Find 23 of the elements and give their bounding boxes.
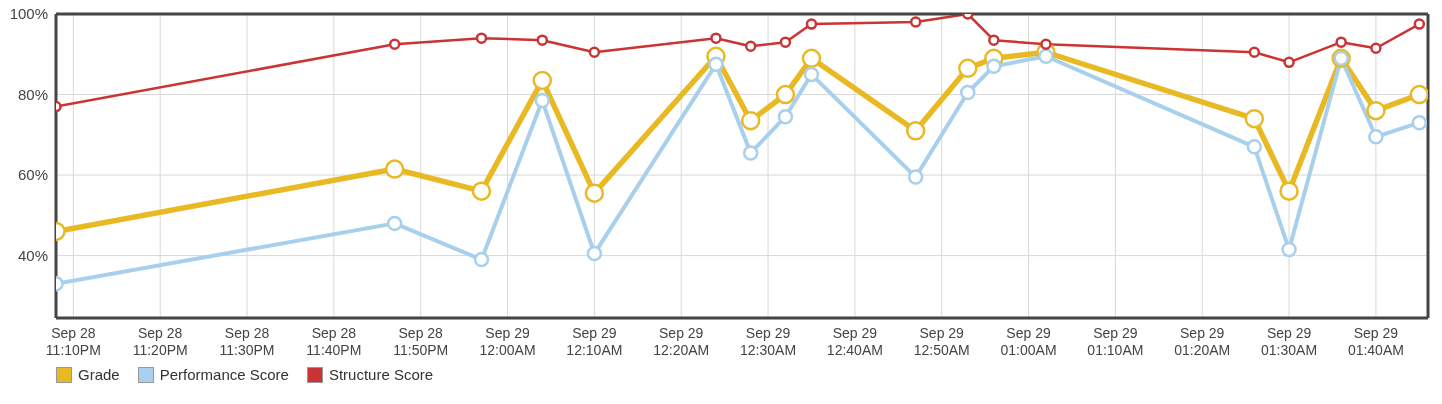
x-tick-label: Sep 29 01:20AM [1174, 325, 1231, 358]
x-tick-label: Sep 29 01:00AM [1000, 325, 1057, 358]
y-tick-label: 60% [17, 166, 48, 184]
legend-label: Structure Score [328, 366, 434, 383]
x-tick-label: Sep 29 01:30AM [1261, 325, 1318, 358]
x-tick-label: Sep 29 01:40AM [1347, 325, 1404, 358]
x-tick-label: Sep 28 11:20PM [132, 325, 188, 358]
x-tick-label: Sep 29 01:10AM [1087, 325, 1144, 358]
x-tick-label: Sep 28 11:50PM [393, 325, 449, 358]
x-tick-label: Sep 28 11:10PM [45, 325, 101, 358]
x-tick-label: Sep 28 11:30PM [219, 325, 275, 358]
x-tick-label: Sep 28 11:40PM [306, 325, 362, 358]
y-tick-label: 100% [9, 5, 48, 23]
x-tick-label: Sep 29 12:30AM [740, 325, 797, 358]
y-tick-label: 80% [17, 85, 48, 103]
x-tick-label: Sep 29 12:10AM [566, 325, 623, 358]
y-tick-label: 40% [17, 246, 48, 264]
legend-label: Performance Score [159, 366, 289, 383]
x-tick-label: Sep 29 12:00AM [479, 325, 536, 358]
legend-label: Grade [78, 366, 120, 383]
x-tick-label: Sep 29 12:50AM [913, 325, 970, 358]
x-tick-label: Sep 29 12:40AM [826, 325, 883, 358]
x-tick-label: Sep 29 12:20AM [653, 325, 710, 358]
